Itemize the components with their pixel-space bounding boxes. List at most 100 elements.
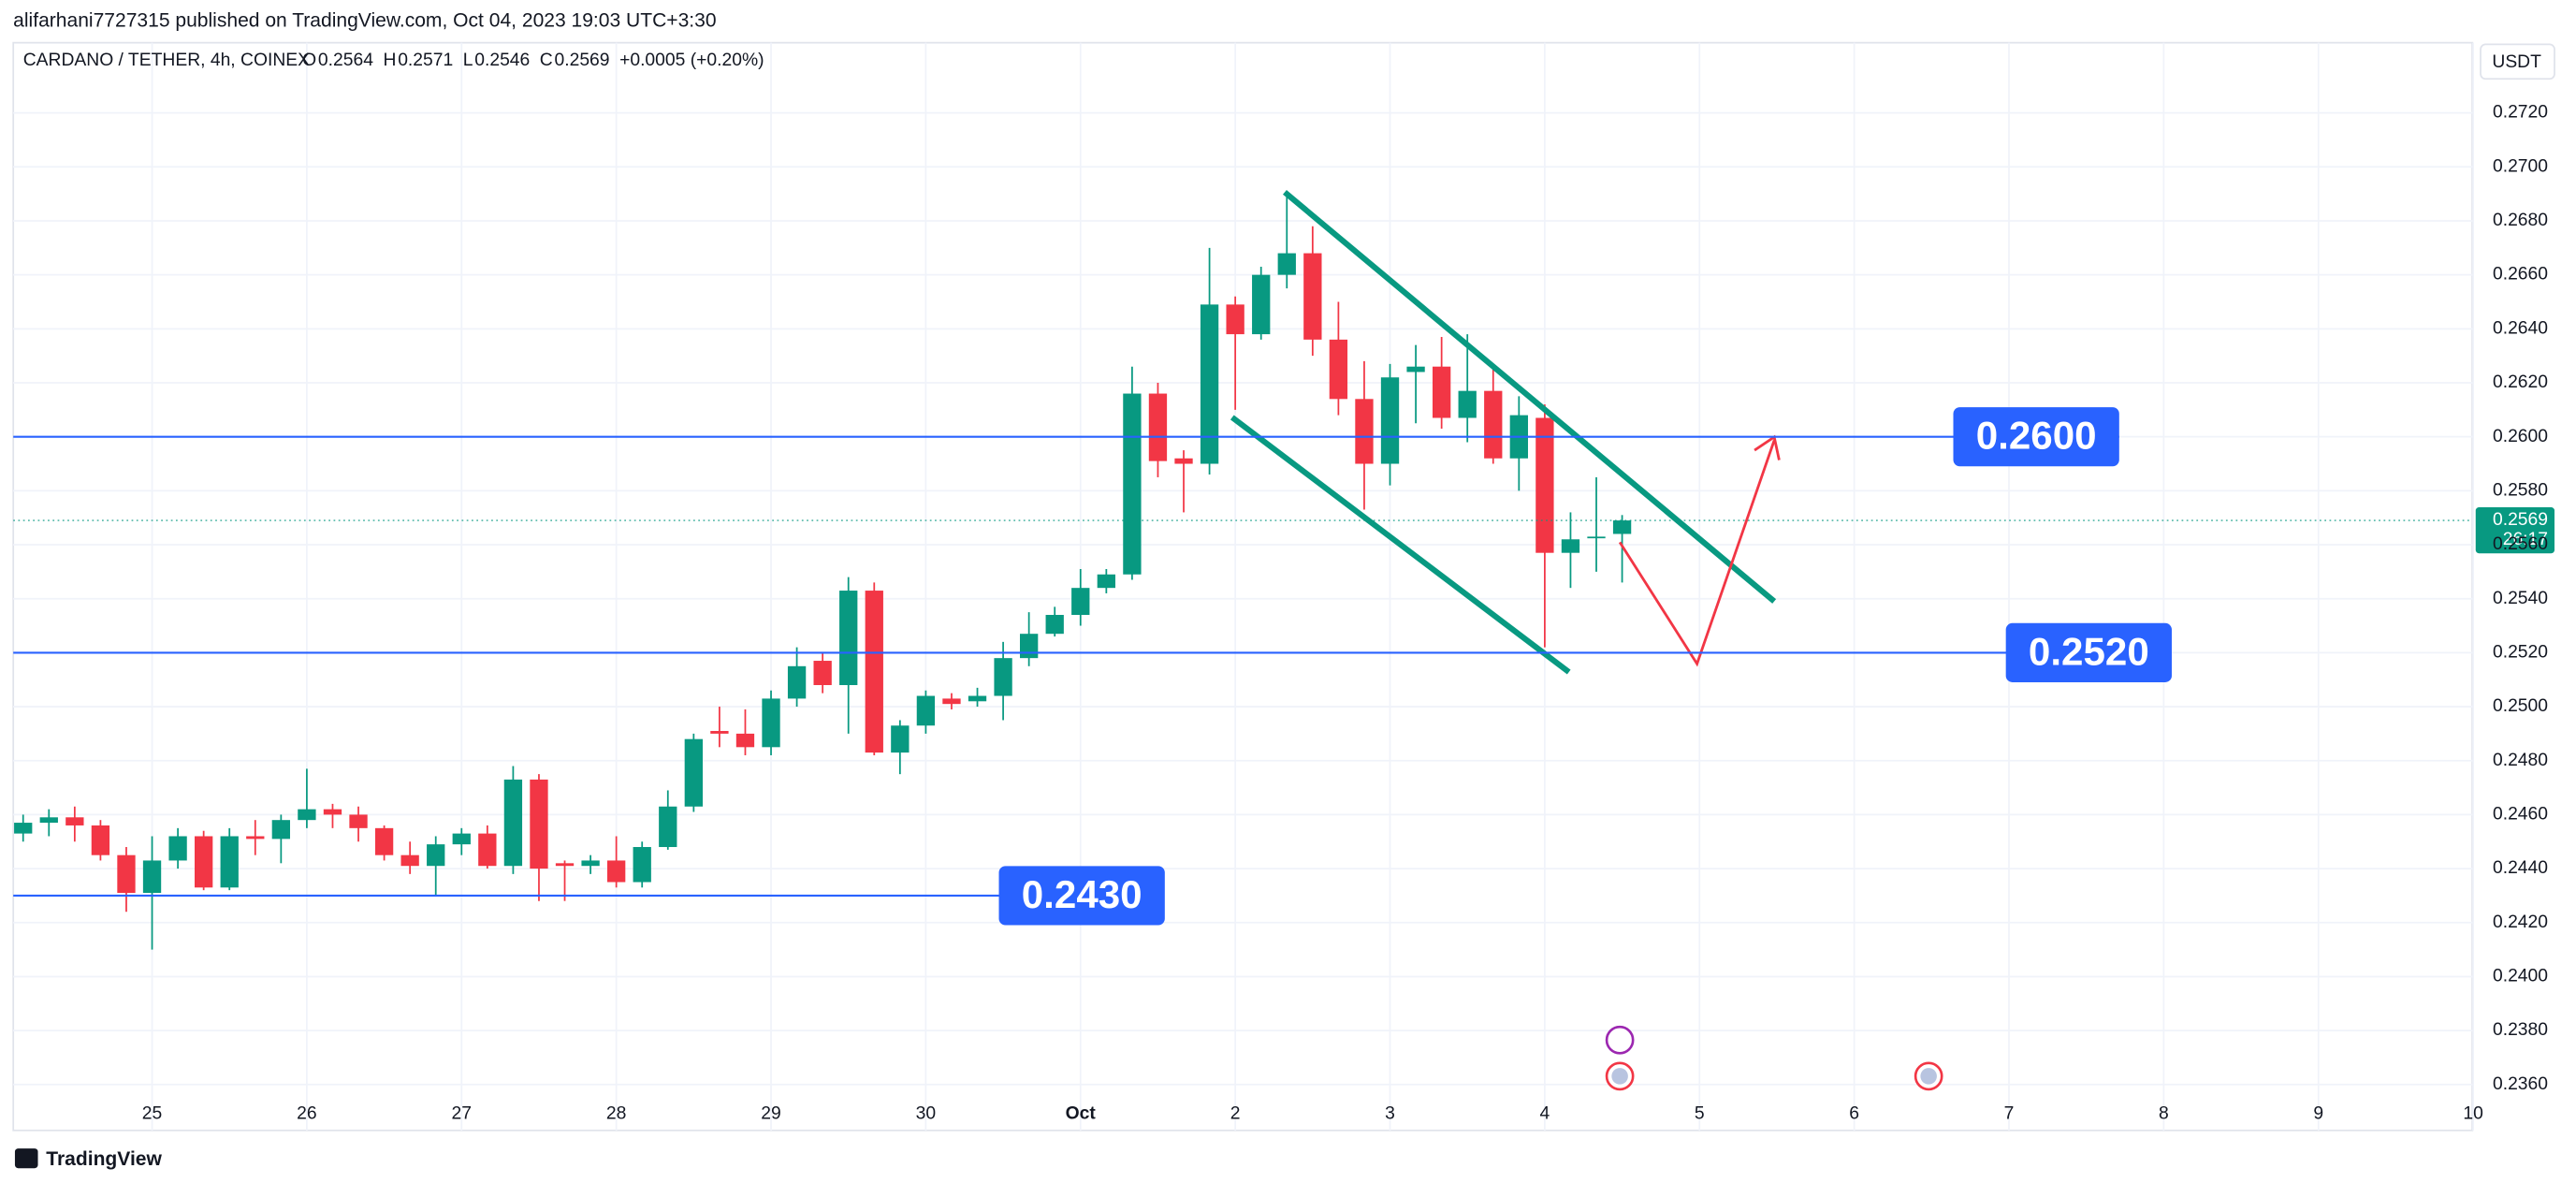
candle-body (994, 658, 1012, 696)
candle-body (1303, 253, 1322, 340)
x-tick-label: 30 (916, 1103, 936, 1123)
x-tick-label: 10 (2463, 1103, 2482, 1123)
x-tick-label: 3 (1385, 1103, 1395, 1123)
candle-body (916, 695, 936, 726)
candle-body (503, 779, 523, 867)
y-tick-label: 0.2540 (2493, 589, 2548, 608)
channel-upper (1283, 190, 1777, 604)
y-tick-label: 0.2480 (2493, 751, 2548, 770)
candle-body (14, 823, 33, 834)
y-tick-label: 0.2500 (2493, 696, 2548, 716)
y-tick-label: 0.2660 (2493, 265, 2548, 285)
x-tick-label: 25 (142, 1103, 162, 1123)
candle-body (298, 809, 316, 821)
event-icon[interactable] (1605, 1025, 1635, 1055)
candle-body (1045, 615, 1064, 635)
y-tick-label: 0.2680 (2493, 211, 2548, 230)
y-tick-label: 0.2700 (2493, 156, 2548, 176)
x-tick-label: Oct (1066, 1103, 1097, 1123)
x-tick-label: 28 (606, 1103, 626, 1123)
candle-body (606, 860, 626, 883)
candle-body (400, 854, 419, 867)
candles (14, 194, 1632, 950)
level-label-box (1953, 407, 2119, 467)
candle-body (787, 665, 807, 699)
legend-key: H (384, 51, 397, 70)
candle-body (1226, 304, 1244, 335)
y-tick-label: 0.2620 (2493, 372, 2548, 392)
x-tick-label: 5 (1695, 1103, 1705, 1123)
candle-body (39, 817, 58, 824)
candle-body (452, 833, 471, 845)
candle-body (1329, 339, 1348, 400)
change: +0.0005 (+0.20%) (619, 51, 764, 70)
candle-body (1484, 390, 1503, 459)
candle-body (1432, 366, 1451, 418)
candle-body (684, 738, 703, 807)
candle-body (220, 836, 239, 888)
y-tick-label: 0.2640 (2493, 318, 2548, 338)
candle-body (117, 854, 136, 894)
candle-body (581, 860, 600, 867)
candle-body (968, 695, 987, 702)
candle-body (1355, 399, 1374, 464)
x-tick-label: 8 (2159, 1103, 2169, 1123)
event-icons (1605, 1025, 1943, 1091)
candle-body (427, 844, 445, 867)
x-tick-label: 2 (1230, 1103, 1241, 1123)
channel-lower (1230, 415, 1571, 675)
candle-body (1406, 366, 1425, 372)
publisher-line: alifarhani7727315 published on TradingVi… (13, 9, 716, 31)
candle-body (735, 733, 755, 748)
x-tick-label: 9 (2313, 1103, 2323, 1123)
candle-body (65, 817, 84, 825)
candle-body (1071, 588, 1090, 616)
candle-body (1019, 634, 1039, 659)
brand: TradingView (46, 1148, 162, 1170)
candle-body (1097, 574, 1115, 589)
currency: USDT (2492, 52, 2541, 72)
brand-logo (14, 1148, 38, 1169)
candle-body (168, 836, 187, 861)
x-tick-label: 29 (761, 1103, 780, 1123)
countdown: 26:17 (2503, 530, 2548, 549)
level-label: 0.2520 (2029, 629, 2149, 673)
currency-button[interactable] (2480, 43, 2555, 80)
candle-body (942, 698, 961, 705)
y-tick-label: 0.2580 (2493, 480, 2548, 500)
candle-body (91, 825, 110, 855)
legend-value: 0.2569 (555, 51, 610, 70)
y-tick-label: 0.2600 (2493, 427, 2548, 446)
candle-body (195, 836, 213, 888)
level-label: 0.2430 (1022, 872, 1142, 916)
x-tick-label: 7 (2004, 1103, 2015, 1123)
candle-body (865, 591, 883, 753)
candle-body (271, 820, 290, 840)
candle-body (1458, 390, 1477, 418)
y-tick-label: 0.2720 (2493, 103, 2548, 123)
candle-body (323, 809, 342, 815)
legend-key: L (463, 51, 473, 70)
legend-value: 0.2564 (318, 51, 373, 70)
candle-body (1587, 536, 1606, 539)
last-price-label: 0.2569 (2493, 510, 2548, 530)
y-tick-label: 0.2380 (2493, 1020, 2548, 1040)
candle-body (1380, 377, 1400, 464)
y-tick-label: 0.2360 (2493, 1074, 2548, 1094)
event-icon-flag (1611, 1068, 1628, 1085)
candle-body (891, 725, 910, 753)
candle-body (1174, 458, 1193, 464)
x-tick-label: 27 (452, 1103, 472, 1123)
y-tick-label: 0.2520 (2493, 642, 2548, 662)
candle-body (710, 731, 729, 734)
y-tick-label: 0.2440 (2493, 858, 2548, 878)
candle-body (1561, 539, 1580, 553)
candle-body (555, 863, 575, 867)
candle-body (1148, 393, 1168, 461)
candle-body (813, 661, 832, 685)
y-tick-label: 0.2420 (2493, 913, 2548, 932)
